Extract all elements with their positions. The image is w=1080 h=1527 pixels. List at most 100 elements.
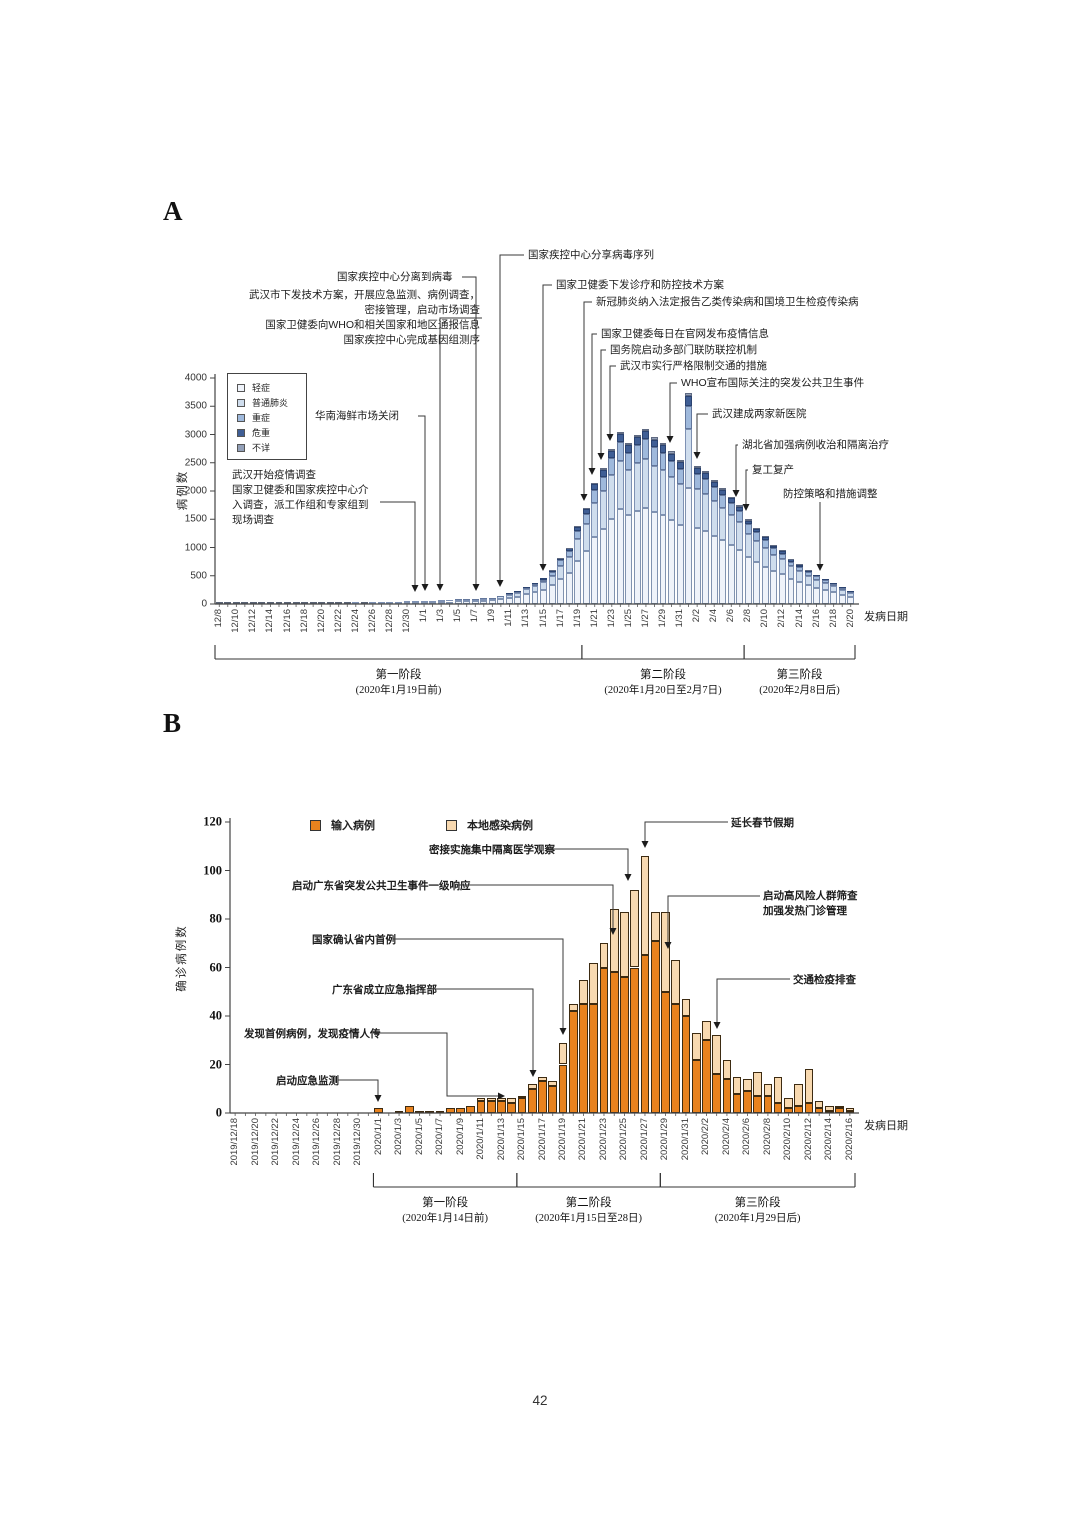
bar-segment-1 [471,601,479,604]
bar-segment-2 [719,507,727,541]
x-tick-label: 1/13 [520,609,532,628]
x-tick-label: 1/19 [571,609,583,628]
bar-segment-1 [625,515,633,604]
bar-segment-2 [630,889,640,968]
bar-segment-1 [480,600,488,604]
x-tick-label: 2020/1/29 [659,1118,671,1161]
phase-sublabel: (2020年2月8日后) [759,685,840,696]
phase-label: 第二阶段 [565,1197,612,1209]
bar-segment-2 [369,602,377,603]
x-tick-label: 2020/1/23 [597,1118,609,1161]
bar-segment-1 [579,1003,588,1113]
bar-segment-4 [616,434,624,442]
annotation-label: 新冠肺炎纳入法定报告乙类传染病和国境卫生检疫传染病 [596,296,859,308]
bar-segment-3 [744,524,752,534]
bar-segment-1 [651,512,658,604]
bar-segment-5 [565,547,573,549]
phase-sublabel: (2020年1月20日至2月7日) [604,685,722,696]
bar-segment-2 [497,1098,506,1101]
bar-segment-2 [480,599,488,601]
bar-segment [335,602,343,604]
x-tick-label: 2/6 [725,609,737,623]
bar-segment-5 [574,526,582,528]
legend-swatch [310,819,321,831]
bar-segment-2 [609,909,619,973]
bar-segment-2 [838,589,846,595]
x-tick-label: 12/10 [230,609,242,633]
bar-segment-1 [693,527,701,604]
y-tick-label: 2500 [184,457,207,469]
x-tick-label: 2020/1/13 [495,1118,507,1161]
x-tick-label: 2020/1/21 [577,1118,589,1161]
bar-segment-4 [838,587,846,589]
bar-segment-5 [608,448,616,451]
x-tick-label: 2019/12/28 [331,1118,343,1166]
x-tick-label: 12/8 [213,609,225,628]
bar-segment-2 [548,1081,558,1087]
bar-segment-5 [668,451,675,454]
bar-segment-4 [523,586,530,588]
bar-segment-3 [514,591,522,593]
legend-swatch [446,819,457,831]
bar-segment-2 [558,1042,568,1065]
annotation-label: 启动应急监测 [276,1075,339,1087]
bar-segment-5 [719,488,727,490]
bar-segment-5 [582,507,590,510]
legend-item: 危重 [237,425,298,440]
bar-segment-5 [616,431,624,435]
bar-segment-3 [830,583,838,587]
annotation-label: 武汉市下发技术方案，开展应急监测、病例调查， 密接管理，启动市场调查 国家卫健委… [249,289,480,346]
bar-segment-3 [710,487,718,501]
bar-segment-5 [796,564,803,566]
bar-segment-1 [591,537,599,604]
bar-segment-1 [523,594,530,604]
bar-segment-1 [702,530,710,604]
bar-segment [267,602,274,604]
bar-segment-1 [784,1108,793,1113]
bar-segment-5 [702,471,710,474]
bar-segment-1 [712,1074,721,1113]
legend-box: 轻症 普通肺炎 重症 危重 不详 [227,373,307,460]
legend-label: 危重 [252,428,271,438]
x-tick-label: 1/23 [605,609,617,628]
bar-segment-2 [813,579,821,588]
bar-segment-2 [773,1076,783,1104]
phase-label: 第三阶段 [734,1197,781,1209]
bar-segment-1 [558,1064,568,1113]
bar-segment-3 [796,566,803,572]
bar-segment-1 [640,955,650,1113]
annotation-label: 启动高风险人群筛查 加强发热门诊管理 [763,890,858,917]
bar-segment-1 [761,566,769,604]
bar-segment-3 [454,599,462,600]
bar-segment-3 [651,447,658,466]
bar-segment-1 [753,562,761,604]
bar-segment-2 [671,960,680,1004]
phase-sublabel: (2020年1月19日前) [355,685,442,696]
bar-segment-1 [736,549,744,604]
bar-segment-2 [454,600,462,602]
bar-segment-1 [497,1100,506,1113]
bar-segment-2 [661,911,670,992]
annotation-label: 防控策略和措施调整 [783,488,878,500]
x-tick-label: 2019/12/22 [270,1118,282,1166]
bar-segment-1 [743,1091,752,1113]
bar-segment-2 [497,596,505,599]
bar-segment-1 [642,507,650,604]
bar-segment-5 [693,465,701,468]
x-axis-title: 发病日期 [864,611,908,623]
bar-segment-1 [420,601,428,604]
annotation-label: 广东省成立应急指挥部 [332,984,437,996]
bar-segment-1 [352,602,360,604]
bar-segment-2 [794,1083,803,1106]
x-tick-label: 12/14 [264,609,276,633]
y-tick-label: 2000 [184,485,207,497]
bar-segment-2 [565,557,573,573]
bar-segment-2 [505,594,513,598]
bar-segment-2 [676,484,684,525]
bar-segment-2 [753,1071,762,1097]
bar-segment-5 [753,527,761,529]
bar-segment-2 [668,477,675,521]
bar-segment-1 [404,1105,414,1113]
bar-segment-4 [574,527,582,531]
bar-segment-4 [608,450,616,458]
